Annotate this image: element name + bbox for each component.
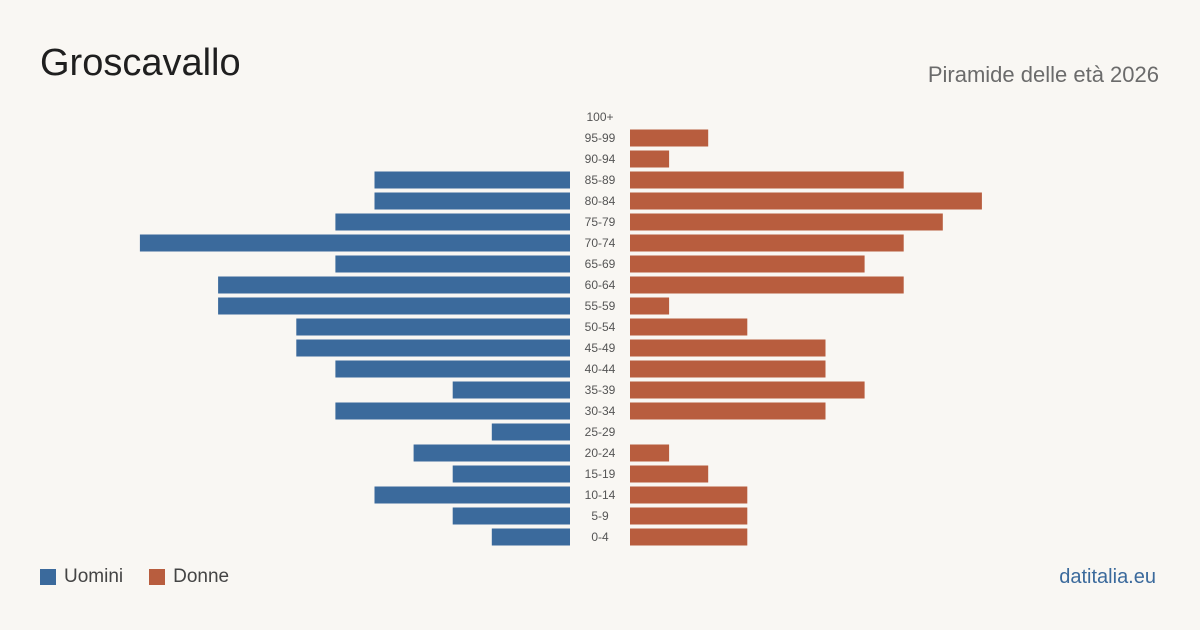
bar-female xyxy=(630,318,748,336)
age-label: 100+ xyxy=(586,110,613,124)
bar-male xyxy=(374,171,570,189)
age-label: 95-99 xyxy=(585,131,616,145)
bar-female xyxy=(630,297,670,315)
bar-male xyxy=(296,318,570,336)
legend-item-female: Donne xyxy=(149,566,229,588)
age-label: 60-64 xyxy=(585,278,616,292)
bar-male xyxy=(296,339,570,357)
bar-female xyxy=(630,360,826,378)
bar-male xyxy=(374,486,570,504)
bar-female xyxy=(630,444,670,462)
bar-female xyxy=(630,171,904,189)
age-label: 70-74 xyxy=(585,236,616,250)
age-label: 55-59 xyxy=(585,299,616,313)
chart-subtitle: Piramide delle età 2026 xyxy=(927,62,1159,87)
age-label: 65-69 xyxy=(585,257,616,271)
bar-female xyxy=(630,486,748,504)
bar-male xyxy=(335,255,570,273)
bar-male xyxy=(335,213,570,231)
bar-female xyxy=(630,528,748,546)
bar-female xyxy=(630,465,709,483)
bar-male xyxy=(218,297,570,315)
bar-female xyxy=(630,234,904,252)
bar-male xyxy=(374,192,570,210)
age-label: 20-24 xyxy=(585,446,616,460)
age-label: 45-49 xyxy=(585,341,616,355)
bar-female xyxy=(630,192,982,210)
age-label: 90-94 xyxy=(585,152,616,166)
legend-item-male: Uomini xyxy=(40,566,123,588)
legend-label-female: Donne xyxy=(173,566,230,587)
bar-male xyxy=(452,507,570,525)
bar-female xyxy=(630,255,865,273)
age-label: 80-84 xyxy=(585,194,616,208)
bar-male xyxy=(452,381,570,399)
bar-female xyxy=(630,213,943,231)
age-label: 50-54 xyxy=(585,320,616,334)
bar-male xyxy=(139,234,570,252)
bar-male xyxy=(335,360,570,378)
site-link[interactable]: datitalia.eu xyxy=(1059,566,1156,588)
age-label: 5-9 xyxy=(591,509,609,523)
age-label: 85-89 xyxy=(585,173,616,187)
bar-male xyxy=(413,444,570,462)
age-label: 15-19 xyxy=(585,467,616,481)
legend-label-male: Uomini xyxy=(64,566,124,587)
age-label: 10-14 xyxy=(585,488,616,502)
bar-male xyxy=(218,276,570,294)
bar-female xyxy=(630,507,748,525)
age-label: 40-44 xyxy=(585,362,616,376)
age-label: 35-39 xyxy=(585,383,616,397)
bar-female xyxy=(630,381,865,399)
bar-male xyxy=(335,402,570,420)
legend-swatch-male xyxy=(40,569,56,585)
bar-male xyxy=(491,528,570,546)
legend-swatch-female xyxy=(149,569,166,585)
bar-female xyxy=(630,150,670,168)
bar-female xyxy=(630,276,904,294)
bar-female xyxy=(630,129,709,147)
age-label: 30-34 xyxy=(585,404,616,418)
chart-title: Groscavallo xyxy=(40,42,241,84)
bar-male xyxy=(452,465,570,483)
age-label: 0-4 xyxy=(591,530,609,544)
legend: Uomini Donne xyxy=(40,566,255,588)
bar-male xyxy=(491,423,570,441)
bar-female xyxy=(630,339,826,357)
age-label: 25-29 xyxy=(585,425,616,439)
bar-female xyxy=(630,402,826,420)
age-label: 75-79 xyxy=(585,215,616,229)
